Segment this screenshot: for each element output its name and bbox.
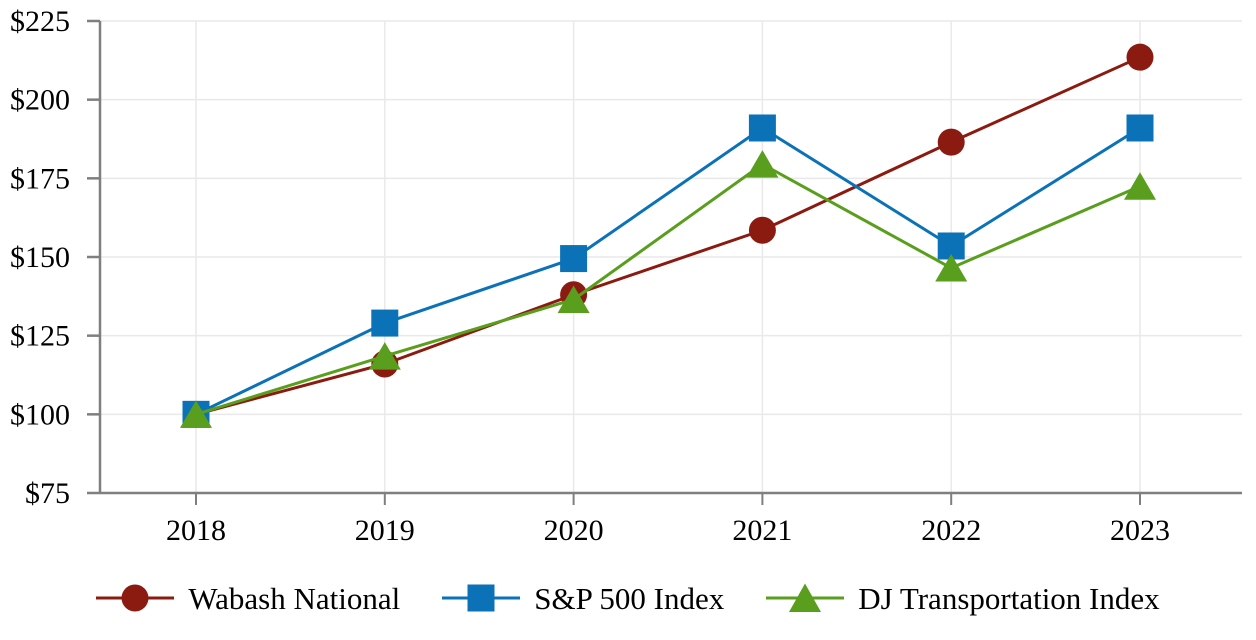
data-point-triangle-dj-transportation-index [1124,172,1156,200]
y-tick-label: $75 [25,477,70,510]
data-point-square-s-p-500-index [1126,114,1154,142]
data-point-circle-wabash-national [1126,43,1154,71]
x-tick-label: 2021 [732,514,792,547]
data-point-triangle-dj-transportation-index [935,254,968,282]
x-tick-label: 2020 [544,514,604,547]
data-point-square-s-p-500-index [560,245,588,273]
legend-square [467,584,495,612]
legend-circle [121,584,149,612]
series-line-s-p-500-index [195,126,1141,416]
legend-label-wabash-national: Wabash National [188,580,401,616]
legend-item-wabash-national: Wabash National [96,581,400,615]
data-point-triangle-dj-transportation-index [368,342,401,370]
x-tick-label: 2022 [921,514,981,547]
y-tick-label: $200 [10,84,70,117]
y-tick-label: $125 [10,320,70,353]
data-point-triangle-dj-transportation-index [180,400,212,428]
legend-label-sp500: S&P 500 Index [534,580,725,616]
chart-legend: Wabash National S&P 500 Index DJ Transpo… [0,574,1256,622]
y-tick-label: $225 [10,5,70,38]
performance-chart-plot: $75 $100 $125 $150 $175 $200 $225 2018 2019 2020 2… [10,5,1242,547]
legend-circle-marker-icon [96,584,175,612]
x-tick-label: 2019 [355,514,415,547]
data-point-circle-wabash-national [937,128,965,156]
x-tick-label: 2018 [166,514,226,547]
legend-triangle [789,583,822,612]
y-tick-label: $150 [10,241,70,274]
data-point-triangle-dj-transportation-index [746,150,779,178]
legend-item-sp500: S&P 500 Index [442,581,724,615]
data-point-circle-wabash-national [748,216,776,244]
data-point-triangle-dj-transportation-index [557,285,590,313]
y-tick-label: $100 [10,398,70,431]
data-point-square-s-p-500-index [371,309,399,337]
legend-square-marker-icon [442,584,521,612]
legend-label-dj-transportation: DJ Transportation Index [858,580,1160,616]
x-tick-label: 2023 [1110,514,1170,547]
y-tick-label: $175 [10,162,70,195]
series-line-dj-transportation-index [195,162,1141,416]
legend-triangle-marker-icon [766,583,845,612]
legend-item-dj-transportation: DJ Transportation Index [766,580,1160,616]
series-line-wabash-national [195,55,1141,416]
data-point-square-s-p-500-index [748,114,776,142]
